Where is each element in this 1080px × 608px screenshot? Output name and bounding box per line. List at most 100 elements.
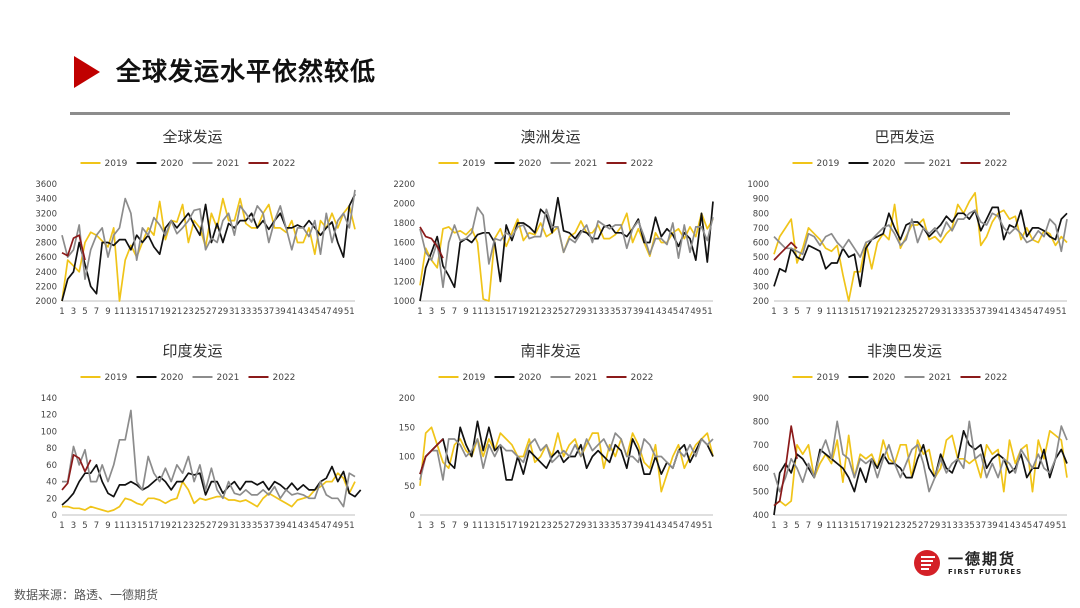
legend-label-2021: 2021 <box>929 159 952 169</box>
y-tick-label: 2400 <box>35 268 57 278</box>
x-tick-label: 39 <box>275 307 286 317</box>
x-tick-label: 37 <box>263 521 274 531</box>
x-tick-label: 3 <box>71 521 76 531</box>
x-tick-label: 43 <box>1010 307 1021 317</box>
x-tick-label: 1 <box>771 307 776 317</box>
series-line-2020 <box>419 196 714 302</box>
y-tick-label: 3000 <box>35 224 57 234</box>
x-tick-label: 27 <box>564 521 575 531</box>
x-tick-label: 29 <box>575 521 586 531</box>
x-tick-label: 39 <box>987 521 998 531</box>
chart-panel-south-africa: 南非发运 2019 2020 2021 2022 0 50 100 150 200 1 3 5 7 9 11 1… <box>378 332 723 542</box>
y-tick-label: 2000 <box>393 200 415 210</box>
y-tick-label: 80 <box>46 444 57 454</box>
x-tick-label: 21 <box>883 521 894 531</box>
y-tick-label: 2600 <box>35 253 57 263</box>
x-tick-label: 7 <box>806 307 811 317</box>
title-divider <box>70 112 1010 115</box>
x-tick-label: 11 <box>472 307 483 317</box>
y-tick-label: 800 <box>753 209 769 219</box>
series-line-2021 <box>419 206 714 289</box>
x-tick-label: 23 <box>183 307 194 317</box>
x-tick-label: 25 <box>194 307 205 317</box>
chart-panel-australia: 澳洲发运 2019 2020 2021 2022 1000 1200 1400 1600 1800… <box>378 118 723 328</box>
series-line-2021 <box>773 209 1068 258</box>
x-tick-label: 5 <box>82 307 87 317</box>
x-tick-label: 5 <box>440 307 445 317</box>
x-tick-label: 3 <box>71 307 76 317</box>
x-tick-label: 43 <box>656 307 667 317</box>
series-line-2022 <box>419 438 444 475</box>
y-tick-label: 50 <box>404 482 415 492</box>
x-tick-label: 35 <box>610 307 621 317</box>
x-tick-label: 49 <box>332 307 343 317</box>
series-line-2022 <box>419 226 444 259</box>
series-line-2022 <box>773 425 798 507</box>
legend-label-2019: 2019 <box>463 373 486 383</box>
x-tick-label: 19 <box>872 307 883 317</box>
chart-title: 澳洲发运 <box>520 128 580 146</box>
x-tick-label: 15 <box>495 521 506 531</box>
x-tick-label: 35 <box>252 521 263 531</box>
x-tick-label: 49 <box>690 307 701 317</box>
y-tick-label: 600 <box>753 464 769 474</box>
y-tick-label: 600 <box>753 239 769 249</box>
series-line-2021 <box>773 420 1068 493</box>
x-tick-label: 5 <box>440 521 445 531</box>
y-tick-label: 0 <box>410 511 415 521</box>
x-tick-label: 45 <box>1021 521 1032 531</box>
y-tick-label: 700 <box>753 224 769 234</box>
x-tick-label: 37 <box>621 307 632 317</box>
x-tick-label: 41 <box>286 307 297 317</box>
y-tick-label: 900 <box>753 195 769 205</box>
x-tick-label: 37 <box>621 521 632 531</box>
x-tick-label: 45 <box>667 521 678 531</box>
x-tick-label: 17 <box>861 307 872 317</box>
x-tick-label: 9 <box>817 307 822 317</box>
x-tick-label: 23 <box>541 307 552 317</box>
x-tick-label: 31 <box>941 521 952 531</box>
legend-label-2021: 2021 <box>217 373 240 383</box>
x-tick-label: 23 <box>183 521 194 531</box>
x-tick-label: 33 <box>240 307 251 317</box>
chart-panel-brazil: 巴西发运 2019 2020 2021 2022 200 300 400 500 600 700 80… <box>732 118 1077 328</box>
series-line-2021 <box>61 189 356 280</box>
x-tick-label: 41 <box>644 307 655 317</box>
y-tick-label: 120 <box>41 411 57 421</box>
x-tick-label: 49 <box>1044 521 1055 531</box>
x-tick-label: 43 <box>1010 521 1021 531</box>
y-tick-label: 140 <box>41 394 57 404</box>
x-tick-label: 25 <box>194 521 205 531</box>
x-tick-label: 33 <box>952 307 963 317</box>
x-tick-label: 43 <box>298 521 309 531</box>
x-tick-label: 17 <box>149 521 160 531</box>
y-tick-label: 1400 <box>393 258 415 268</box>
x-tick-label: 43 <box>298 307 309 317</box>
x-tick-label: 13 <box>126 307 137 317</box>
series-line-2020 <box>61 464 362 506</box>
x-tick-label: 29 <box>217 521 228 531</box>
legend-label-2021: 2021 <box>575 373 598 383</box>
x-tick-label: 29 <box>575 307 586 317</box>
x-tick-label: 31 <box>587 521 598 531</box>
chart-svg: 非澳巴发运 2019 2020 2021 2022 400 500 600 700 800 900 1… <box>753 342 1068 531</box>
x-tick-label: 15 <box>495 307 506 317</box>
x-tick-label: 35 <box>964 307 975 317</box>
x-tick-label: 47 <box>1033 521 1044 531</box>
y-tick-label: 1000 <box>747 180 769 190</box>
x-tick-label: 7 <box>452 521 457 531</box>
x-tick-label: 27 <box>206 521 217 531</box>
series-line-2019 <box>61 197 356 302</box>
x-tick-label: 19 <box>872 521 883 531</box>
legend-label-2021: 2021 <box>575 159 598 169</box>
title-triangle-icon <box>74 56 100 88</box>
x-tick-label: 49 <box>332 521 343 531</box>
x-tick-label: 47 <box>1033 307 1044 317</box>
x-tick-label: 1 <box>59 307 64 317</box>
x-tick-label: 7 <box>806 521 811 531</box>
x-tick-label: 27 <box>564 307 575 317</box>
x-tick-label: 31 <box>229 307 240 317</box>
x-tick-label: 11 <box>472 521 483 531</box>
x-tick-label: 31 <box>229 521 240 531</box>
y-tick-label: 200 <box>399 394 415 404</box>
